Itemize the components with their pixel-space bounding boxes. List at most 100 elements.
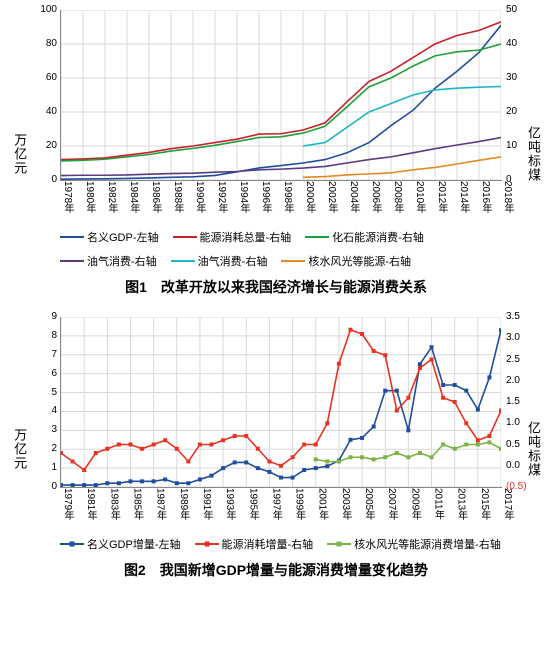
legend-item: 油气消费-右轴 (60, 253, 157, 269)
y-tick-label: 20 (31, 141, 57, 151)
x-tick-label: 2004年 (346, 181, 361, 213)
x-tick-label: 1998年 (280, 181, 295, 213)
x-tick-label: 1991年 (199, 488, 214, 520)
legend-label: 名义GDP-左轴 (87, 229, 159, 245)
legend-item: 化石能源消费-右轴 (305, 229, 424, 245)
y2-tick-label: 3.5 (506, 312, 536, 322)
x-tick-label: 1984年 (126, 181, 141, 213)
x-tick-label: 2003年 (338, 488, 353, 520)
legend-label: 油气消费-右轴 (87, 253, 157, 269)
y-tick-label: 40 (31, 107, 57, 117)
x-tick-label: 1993年 (222, 488, 237, 520)
chart1-y-label: 万亿元 (12, 133, 26, 175)
y-tick-label: 100 (31, 5, 57, 15)
chart1-x-labels: 1978年 1980年 1982年 1984年 1986年 1988年 1990年 1992年… (60, 181, 502, 225)
x-tick-label: 1986年 (148, 181, 163, 213)
chart1-plot-area: 020406080100 01020304050 (60, 10, 502, 181)
x-tick-label: 2005年 (361, 488, 376, 520)
y2-tick-label: 40 (506, 39, 536, 49)
y-tick-label: 1 (31, 463, 57, 473)
chart2-plot-area: 0123456789 (0.5)0.00.51.01.52.02.53.03.5 (60, 317, 502, 488)
legend-item: 油气消费-右轴 (171, 253, 268, 269)
y-tick-label: 60 (31, 73, 57, 83)
legend-label: 核水风光等能源-右轴 (308, 253, 411, 269)
y2-tick-label: 0.5 (506, 440, 536, 450)
legend-item: 能源消耗增量-右轴 (195, 536, 314, 552)
legend-item: 名义GDP增量-左轴 (60, 536, 181, 552)
chart-2: 万亿元 亿吨标煤 0123456789 (0.5)0.00.51.01.52.0… (10, 317, 542, 580)
x-tick-label: 1989年 (176, 488, 191, 520)
chart1-legend: 名义GDP-左轴 能源消耗总量-右轴 化石能源消费-右轴油气消费-右轴 油气消费-右轴… (60, 229, 517, 269)
x-tick-label: 2001年 (315, 488, 330, 520)
x-tick-label: 2014年 (456, 181, 471, 213)
x-tick-label: 1982年 (104, 181, 119, 213)
x-tick-label: 2016年 (478, 181, 493, 213)
x-tick-label: 1988年 (170, 181, 185, 213)
y2-tick-label: 30 (506, 73, 536, 83)
y2-tick-label: 20 (506, 107, 536, 117)
series-名义GDP增量-左轴 (61, 330, 501, 485)
series-核水风光等能源-右轴 (303, 157, 501, 177)
x-tick-label: 1996年 (258, 181, 273, 213)
x-tick-label: 1990年 (192, 181, 207, 213)
legend-label: 油气消费-右轴 (198, 253, 268, 269)
x-tick-label: 2006年 (368, 181, 383, 213)
y-tick-label: 9 (31, 312, 57, 322)
y2-tick-label: 50 (506, 5, 536, 15)
x-tick-label: 2010年 (412, 181, 427, 213)
x-tick-label: 2002年 (324, 181, 339, 213)
x-tick-label: 1994年 (236, 181, 251, 213)
chart2-svg (61, 317, 501, 487)
legend-item: 核水风光等能源-右轴 (281, 253, 411, 269)
legend-item: 能源消耗总量-右轴 (173, 229, 292, 245)
y-tick-label: 0 (31, 175, 57, 185)
y-tick-label: 6 (31, 369, 57, 379)
legend-label: 能源消耗增量-右轴 (222, 536, 314, 552)
chart2-caption: 图2 我国新增GDP增量与能源消费增量变化趋势 (10, 560, 542, 580)
x-tick-label: 1979年 (60, 488, 75, 520)
y2-tick-label: 10 (506, 141, 536, 151)
y-tick-label: 0 (31, 482, 57, 492)
x-tick-label: 2008年 (390, 181, 405, 213)
x-tick-label: 1981年 (83, 488, 98, 520)
y2-tick-label: 2.0 (506, 376, 536, 386)
x-tick-label: 2013年 (454, 488, 469, 520)
y-tick-label: 80 (31, 39, 57, 49)
y2-tick-label: 0.0 (506, 461, 536, 471)
y-tick-label: 4 (31, 406, 57, 416)
y-tick-label: 5 (31, 388, 57, 398)
legend-label: 化石能源消费-右轴 (332, 229, 424, 245)
x-tick-label: 1980年 (82, 181, 97, 213)
y2-tick-label: 2.5 (506, 355, 536, 365)
x-tick-label: 1999年 (292, 488, 307, 520)
legend-item: 核水风光等能源消费增量-右轴 (327, 536, 501, 552)
chart2-x-labels: 1979年 1981年 1983年 1985年 1987年 1989年 1991年 1993年… (60, 488, 502, 532)
x-tick-label: 2007年 (384, 488, 399, 520)
x-tick-label: 2011年 (431, 488, 446, 520)
x-tick-label: 2009年 (407, 488, 422, 520)
y-tick-label: 7 (31, 350, 57, 360)
y2-tick-label: 1.5 (506, 397, 536, 407)
legend-label: 能源消耗总量-右轴 (200, 229, 292, 245)
x-tick-label: 1992年 (214, 181, 229, 213)
x-tick-label: 2015年 (477, 488, 492, 520)
y2-tick-label: 3.0 (506, 333, 536, 343)
x-tick-label: 1997年 (268, 488, 283, 520)
chart1-svg (61, 10, 501, 180)
x-tick-label: 1985年 (129, 488, 144, 520)
y-tick-label: 2 (31, 444, 57, 454)
legend-item: 名义GDP-左轴 (60, 229, 159, 245)
y2-tick-label: 1.0 (506, 418, 536, 428)
x-tick-label: 1983年 (106, 488, 121, 520)
chart2-legend: 名义GDP增量-左轴 能源消耗增量-右轴 核水风光等能源消费增量-右轴 (60, 536, 517, 552)
x-tick-label: 2018年 (500, 181, 515, 213)
chart-1: 万亿元 亿吨标煤 020406080100 01020304050 1978年1… (10, 10, 542, 297)
y-tick-label: 3 (31, 425, 57, 435)
x-tick-label: 1987年 (153, 488, 168, 520)
legend-label: 名义GDP增量-左轴 (87, 536, 181, 552)
x-tick-label: 1995年 (245, 488, 260, 520)
chart2-y-label: 万亿元 (12, 428, 26, 470)
y-tick-label: 8 (31, 331, 57, 341)
legend-label: 核水风光等能源消费增量-右轴 (354, 536, 501, 552)
x-tick-label: 1978年 (60, 181, 75, 213)
